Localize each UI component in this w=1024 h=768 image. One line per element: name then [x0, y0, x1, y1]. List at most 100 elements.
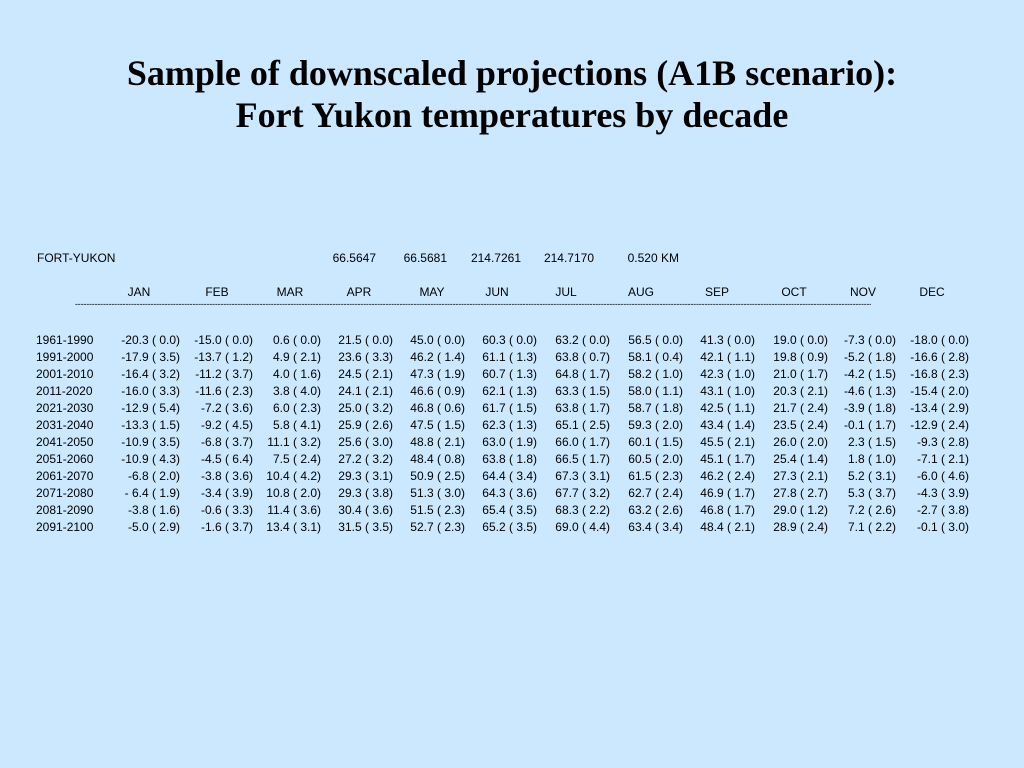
table-cell: 50.9 ( 2.5)	[410, 469, 465, 483]
table-cell: -17.9 ( 3.5)	[121, 350, 180, 364]
table-cell: 7.1 ( 2.2)	[847, 520, 896, 534]
table-cell: -12.9 ( 2.4)	[910, 418, 969, 432]
table-cell: 5.3 ( 3.7)	[847, 486, 896, 500]
table-cell: -3.9 ( 1.8)	[843, 401, 896, 415]
month-header: JAN	[127, 285, 151, 299]
month-header: DEC	[919, 285, 945, 299]
row-period: 2051-2060	[36, 452, 94, 466]
table-cell: 48.8 ( 2.1)	[410, 435, 465, 449]
table-cell: 23.5 ( 2.4)	[773, 418, 828, 432]
table-cell: 30.4 ( 3.6)	[338, 503, 393, 517]
table-cell: 46.2 ( 1.4)	[410, 350, 465, 364]
title-line-1: Sample of downscaled projections (A1B sc…	[126, 53, 898, 93]
station-value: 66.5681	[403, 251, 447, 265]
table-cell: 48.4 ( 2.1)	[700, 520, 755, 534]
station-value: 214.7261	[470, 251, 521, 265]
table-cell: 47.3 ( 1.9)	[410, 367, 465, 381]
table-cell: -18.0 ( 0.0)	[910, 333, 969, 347]
table-cell: -10.9 ( 4.3)	[121, 452, 180, 466]
table-cell: 63.8 ( 0.7)	[555, 350, 610, 364]
table-cell: 60.7 ( 1.3)	[482, 367, 537, 381]
table-cell: 46.2 ( 2.4)	[700, 469, 755, 483]
table-cell: 20.3 ( 2.1)	[773, 384, 828, 398]
table-cell: -7.3 ( 0.0)	[843, 333, 896, 347]
table-cell: 21.5 ( 0.0)	[338, 333, 393, 347]
table-cell: 68.3 ( 2.2)	[555, 503, 610, 517]
table-cell: 28.9 ( 2.4)	[773, 520, 828, 534]
table-cell: 58.1 ( 0.4)	[628, 350, 683, 364]
row-period: 1961-1990	[36, 333, 94, 347]
table-cell: -9.2 ( 4.5)	[200, 418, 253, 432]
table-cell: -11.2 ( 3.7)	[195, 367, 253, 381]
table-cell: -16.8 ( 2.3)	[910, 367, 969, 381]
table-cell: -4.3 ( 3.9)	[916, 486, 969, 500]
table-cell: 46.9 ( 1.7)	[700, 486, 755, 500]
table-cell: 63.8 ( 1.8)	[482, 452, 537, 466]
table-cell: 66.0 ( 1.7)	[555, 435, 610, 449]
table-cell: 46.6 ( 0.9)	[410, 384, 465, 398]
table-cell: -6.8 ( 2.0)	[127, 469, 180, 483]
table-cell: 67.3 ( 3.1)	[555, 469, 610, 483]
table-cell: -4.5 ( 6.4)	[200, 452, 253, 466]
table-cell: 63.8 ( 1.7)	[555, 401, 610, 415]
table-cell: -0.1 ( 3.0)	[916, 520, 969, 534]
table-cell: 61.5 ( 2.3)	[628, 469, 683, 483]
table-cell: -13.4 ( 2.9)	[910, 401, 969, 415]
table-cell: 6.0 ( 2.3)	[272, 401, 321, 415]
table-cell: 60.3 ( 0.0)	[482, 333, 537, 347]
table-cell: 5.2 ( 3.1)	[847, 469, 896, 483]
table-cell: 31.5 ( 3.5)	[338, 520, 393, 534]
table-cell: 25.0 ( 3.2)	[338, 401, 393, 415]
table-cell: -4.6 ( 1.3)	[843, 384, 896, 398]
table-cell: -15.0 ( 0.0)	[194, 333, 253, 347]
table-cell: -3.8 ( 1.6)	[127, 503, 180, 517]
table-cell: -6.0 ( 4.6)	[916, 469, 969, 483]
table-cell: 47.5 ( 1.5)	[410, 418, 465, 432]
table-cell: 63.2 ( 0.0)	[555, 333, 610, 347]
month-header: APR	[346, 285, 372, 299]
table-cell: -16.0 ( 3.3)	[121, 384, 180, 398]
month-header: AUG	[627, 285, 654, 299]
table-cell: -4.2 ( 1.5)	[843, 367, 896, 381]
table-cell: 46.8 ( 1.7)	[700, 503, 755, 517]
table-cell: 19.0 ( 0.0)	[773, 333, 828, 347]
table-cell: 11.4 ( 3.6)	[267, 503, 321, 517]
table-cell: 66.5 ( 1.7)	[555, 452, 610, 466]
table-cell: 58.2 ( 1.0)	[628, 367, 683, 381]
row-period: 2061-2070	[36, 469, 94, 483]
row-period: 2031-2040	[36, 418, 94, 432]
table-cell: -13.3 ( 1.5)	[121, 418, 180, 432]
row-period: 2011-2020	[36, 384, 93, 398]
table-cell: 11.1 ( 3.2)	[267, 435, 321, 449]
table-cell: 25.6 ( 3.0)	[338, 435, 393, 449]
table-cell: 29.3 ( 3.8)	[338, 486, 393, 500]
table-cell: -2.7 ( 3.8)	[916, 503, 969, 517]
table-cell: 3.8 ( 4.0)	[272, 384, 321, 398]
table-cell: 51.3 ( 3.0)	[410, 486, 465, 500]
table-cell: 26.0 ( 2.0)	[773, 435, 828, 449]
table-cell: -1.6 ( 3.7)	[200, 520, 253, 534]
table-cell: 19.8 ( 0.9)	[773, 350, 828, 364]
station-name: FORT-YUKON	[37, 251, 116, 265]
table-cell: 23.6 ( 3.3)	[338, 350, 393, 364]
table-cell: 10.4 ( 4.2)	[266, 469, 321, 483]
table-cell: -7.1 ( 2.1)	[916, 452, 969, 466]
table-cell: 45.0 ( 0.0)	[410, 333, 465, 347]
station-value: 214.7170	[543, 251, 594, 265]
title-line-2: Fort Yukon temperatures by decade	[235, 95, 789, 135]
row-period: 2091-2100	[36, 520, 94, 534]
table-cell: -6.8 ( 3.7)	[200, 435, 253, 449]
table-cell: 5.8 ( 4.1)	[272, 418, 321, 432]
table-cell: 27.8 ( 2.7)	[773, 486, 828, 500]
table-cell: -5.0 ( 2.9)	[127, 520, 180, 534]
table-cell: 27.2 ( 3.2)	[338, 452, 393, 466]
month-header: MAY	[419, 285, 445, 299]
table-cell: - 6.4 ( 1.9)	[124, 486, 180, 500]
table-cell: -9.3 ( 2.8)	[916, 435, 969, 449]
table-cell: 65.2 ( 3.5)	[482, 520, 537, 534]
table-cell: -10.9 ( 3.5)	[121, 435, 180, 449]
table-cell: 61.7 ( 1.5)	[482, 401, 537, 415]
table-cell: 25.9 ( 2.6)	[338, 418, 393, 432]
table-cell: 1.8 ( 1.0)	[847, 452, 896, 466]
table-cell: 60.1 ( 1.5)	[628, 435, 683, 449]
